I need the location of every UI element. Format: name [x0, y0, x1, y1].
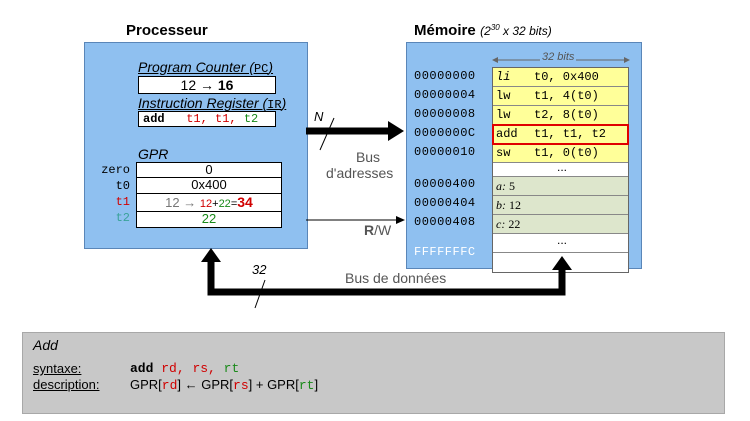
mem-row-4: lw t1, 4(t0) [493, 87, 628, 106]
info-title: Add [33, 337, 58, 353]
mem-row-408: c: 22 [493, 215, 628, 234]
reg-zero: 0 [136, 162, 282, 178]
addr-404: 00000404 [414, 196, 476, 210]
description-label: description: [33, 377, 100, 392]
data-bus-width: 32 [252, 262, 267, 277]
mem-row-10: sw t1, 0(t0) [493, 144, 628, 163]
data-bus-arrow [201, 248, 572, 296]
processor-title: Processeur [126, 22, 208, 39]
address-bus-label-2: d'adresses [326, 165, 394, 181]
mem-row-400: a: 5 [493, 177, 628, 196]
addr-c: 0000000C [414, 126, 476, 140]
memory-column: li t0, 0x400 lw t1, 4(t0) lw t2, 8(t0) add t… [492, 67, 629, 273]
address-bus-width: N [314, 109, 324, 124]
ir-field: add t1, t1, t2 [138, 111, 276, 127]
data-bus-label: Bus de données [345, 270, 447, 286]
pc-field: 12 → 16 [138, 76, 276, 94]
reg-name-t1: t1 [115, 195, 130, 209]
addr-8: 00000008 [414, 107, 476, 121]
addr-4: 00000004 [414, 88, 476, 102]
width-label: 32 bits [540, 51, 577, 63]
description-value: GPR[rd] ← GPR[rs] + GPR[rt] [130, 377, 319, 393]
address-bus-label-1: Bus [355, 149, 381, 165]
addr-400: 00000400 [414, 177, 476, 191]
address-bus-arrow [306, 121, 404, 141]
mem-row-0: li t0, 0x400 [493, 68, 628, 87]
addr-fffffffc: FFFFFFFC [414, 245, 476, 259]
data-bus-slash [254, 279, 266, 309]
mem-row-8: lw t2, 8(t0) [493, 106, 628, 125]
syntax-value: add rd, rs, rt [130, 361, 240, 376]
pc-label: Program Counter (PC) [138, 59, 274, 76]
mem-row-404: b: 12 [493, 196, 628, 215]
mem-ellipsis-2: ... [493, 234, 628, 253]
info-panel: Add syntaxe: add rd, rs, rt description:… [22, 332, 725, 414]
reg-name-zero: zero [101, 163, 130, 177]
addr-0: 00000000 [414, 69, 476, 83]
reg-name-t2: t2 [115, 211, 130, 225]
memory-title: Mémoire (230 x 32 bits) [414, 22, 552, 39]
gpr-label: GPR [138, 146, 169, 162]
addr-408: 00000408 [414, 215, 476, 229]
reg-name-t0: t0 [115, 179, 130, 193]
rw-arrow [306, 216, 405, 224]
reg-t0: 0x400 [136, 178, 282, 194]
ir-label: Instruction Register (IR) [138, 95, 287, 112]
rw-label: R/W [364, 222, 392, 238]
addr-10: 00000010 [414, 145, 476, 159]
memory-subtitle: (230 x 32 bits) [480, 23, 552, 38]
syntax-label: syntaxe: [33, 361, 82, 376]
reg-t1: 12 → 12+22=34 [136, 194, 282, 212]
mem-ellipsis-1: ... [493, 161, 628, 177]
reg-t2: 22 [136, 212, 282, 228]
mem-row-c: add t1, t1, t2 [492, 124, 629, 145]
address-bus-slash [319, 117, 335, 151]
